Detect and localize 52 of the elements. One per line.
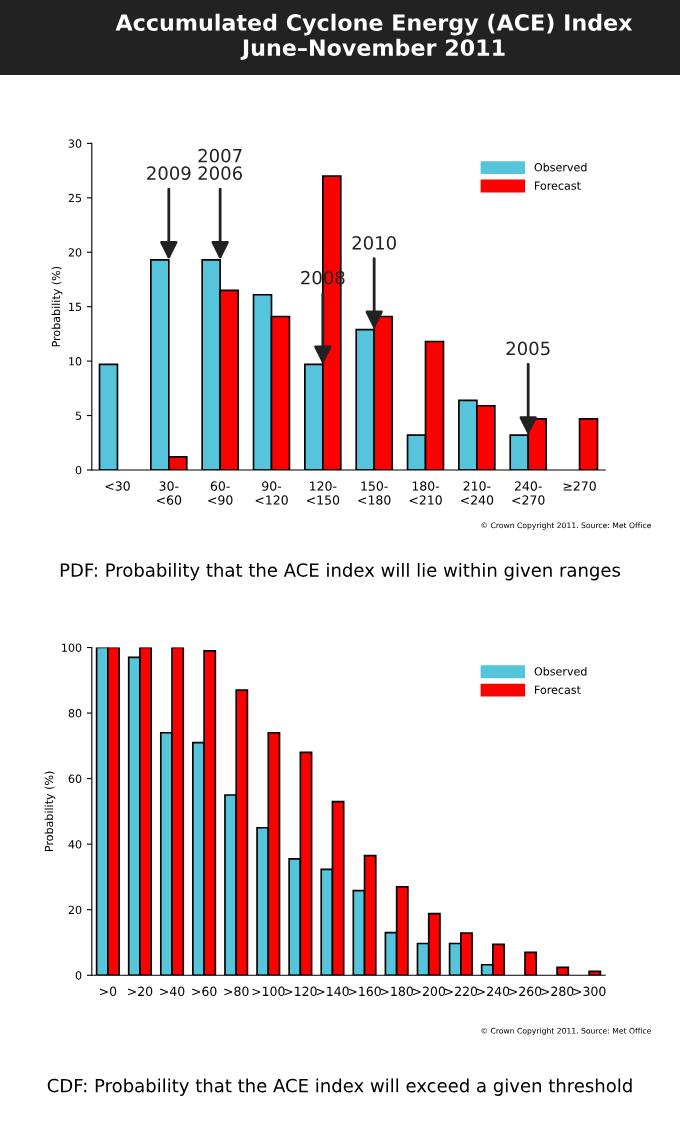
- x-tick-label: >300: [573, 986, 606, 997]
- x-tick-label: 120- <150: [306, 481, 340, 505]
- x-tick-label: >100: [252, 986, 285, 997]
- x-tick-label: >180: [380, 986, 413, 997]
- x-tick-label: 210- <240: [461, 481, 494, 505]
- x-tick-label: >280: [541, 986, 574, 997]
- text: PDF: Probability that the ACE index will lie within given ranges: [60, 562, 621, 581]
- x-tick-label: >40: [160, 986, 185, 997]
- x-tick-label: ≥270: [563, 481, 596, 491]
- annotation: 2005: [506, 341, 550, 356]
- x-tick-label: >220: [444, 986, 478, 997]
- chart-title: Accumulated Cyclone Energy (ACE) Index June–November 2011: [115, 13, 633, 61]
- y-tick-label: 80: [68, 709, 82, 718]
- x-tick-label: 90- <120: [255, 481, 288, 505]
- x-tick-label: >120: [284, 986, 317, 997]
- y-tick-label: 40: [68, 840, 82, 849]
- x-tick-label: <30: [105, 481, 130, 491]
- y-tick-label: 25: [68, 193, 82, 203]
- y-tick-label: 100: [62, 643, 82, 652]
- y-tick-label: 15: [69, 302, 82, 312]
- annotation: 2009: [147, 166, 191, 180]
- x-tick-label: >200: [412, 986, 446, 997]
- x-tick-label: >0: [99, 986, 117, 997]
- x-tick-label: >240: [477, 986, 510, 997]
- x-tick-label: 150- <180: [358, 481, 391, 505]
- annotation: 2007 2006: [198, 148, 242, 180]
- x-tick-label: >140: [316, 986, 349, 997]
- legend-label: Forecast: [535, 181, 581, 190]
- x-tick-label: >80: [224, 986, 249, 997]
- text: CDF: Probability that the ACE index will exceed a given threshold: [47, 1078, 632, 1096]
- y-tick-label: 60: [68, 774, 82, 783]
- x-tick-label: 60- <90: [208, 481, 233, 505]
- legend-label: Observed: [534, 666, 587, 676]
- y-axis-title: Probability (%): [44, 771, 56, 852]
- x-tick-label: 180- <210: [409, 481, 442, 505]
- x-tick-label: 30- <60: [156, 481, 182, 505]
- x-tick-label: >260: [509, 986, 542, 997]
- y-tick-label: 5: [75, 411, 82, 420]
- x-tick-label: 240- <270: [512, 481, 545, 505]
- y-tick-label: 20: [68, 905, 82, 915]
- y-tick-label: 30: [68, 139, 82, 148]
- y-tick-label: 0: [75, 465, 82, 475]
- annotation: 2010: [352, 236, 396, 250]
- y-axis-title: Probability (%): [51, 266, 63, 347]
- y-tick-label: 10: [69, 357, 82, 366]
- legend-label: Observed: [534, 162, 587, 172]
- x-tick-label: >160: [348, 986, 381, 997]
- x-tick-label: >60: [192, 986, 217, 997]
- y-tick-label: 20: [68, 248, 82, 257]
- x-tick-label: >20: [128, 986, 153, 997]
- y-tick-label: 0: [75, 971, 82, 980]
- legend-label: Forecast: [535, 685, 581, 694]
